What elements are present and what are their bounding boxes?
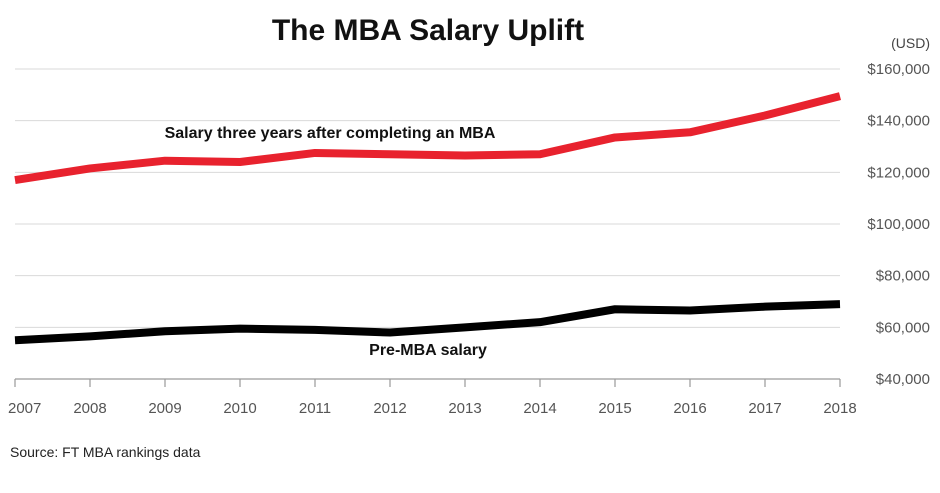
post-mba-salary-line [14, 92, 842, 185]
x-tick-label: 2007 [8, 400, 41, 417]
x-tick-label: 2010 [223, 400, 256, 417]
x-tick-label: 2014 [523, 400, 556, 417]
x-tick-label: 2011 [299, 400, 331, 417]
x-axis-tick-labels: 2007 2008 2009 2010 2011 2012 2013 2014 2015 2016… [8, 400, 857, 417]
y-tick-label: $120,000 [867, 164, 930, 181]
chart-title: The MBA Salary Uplift [272, 14, 584, 47]
y-tick-label: $160,000 [867, 61, 930, 78]
y-tick-label: $140,000 [867, 113, 930, 130]
x-tick-label: 2016 [673, 400, 706, 417]
y-tick-label: $40,000 [876, 371, 930, 388]
gridlines [15, 68, 840, 328]
x-tick-label: 2018 [823, 400, 856, 417]
x-tick-label: 2013 [448, 400, 481, 417]
series-label-post-mba: Salary three years after completing an M… [165, 125, 496, 142]
x-tick-label: 2009 [148, 400, 181, 417]
series-label-pre-mba: Pre-MBA salary [369, 342, 487, 359]
x-tick-label: 2008 [73, 400, 106, 417]
pre-mba-salary-line [14, 300, 841, 345]
y-tick-label: $100,000 [867, 216, 930, 233]
x-tick-label: 2015 [598, 400, 631, 417]
y-axis-tick-labels: $40,000 $60,000 $80,000 $100,000 $120,000 $14… [867, 61, 930, 388]
x-tick-label: 2012 [373, 400, 406, 417]
y-axis-unit-label: (USD) [891, 35, 930, 51]
x-tick-label: 2017 [748, 400, 781, 417]
y-tick-label: $80,000 [876, 268, 930, 285]
source-note: Source: FT MBA rankings data [10, 444, 201, 460]
series-lines [14, 92, 842, 345]
x-axis [14, 378, 841, 387]
y-tick-label: $60,000 [876, 319, 930, 336]
